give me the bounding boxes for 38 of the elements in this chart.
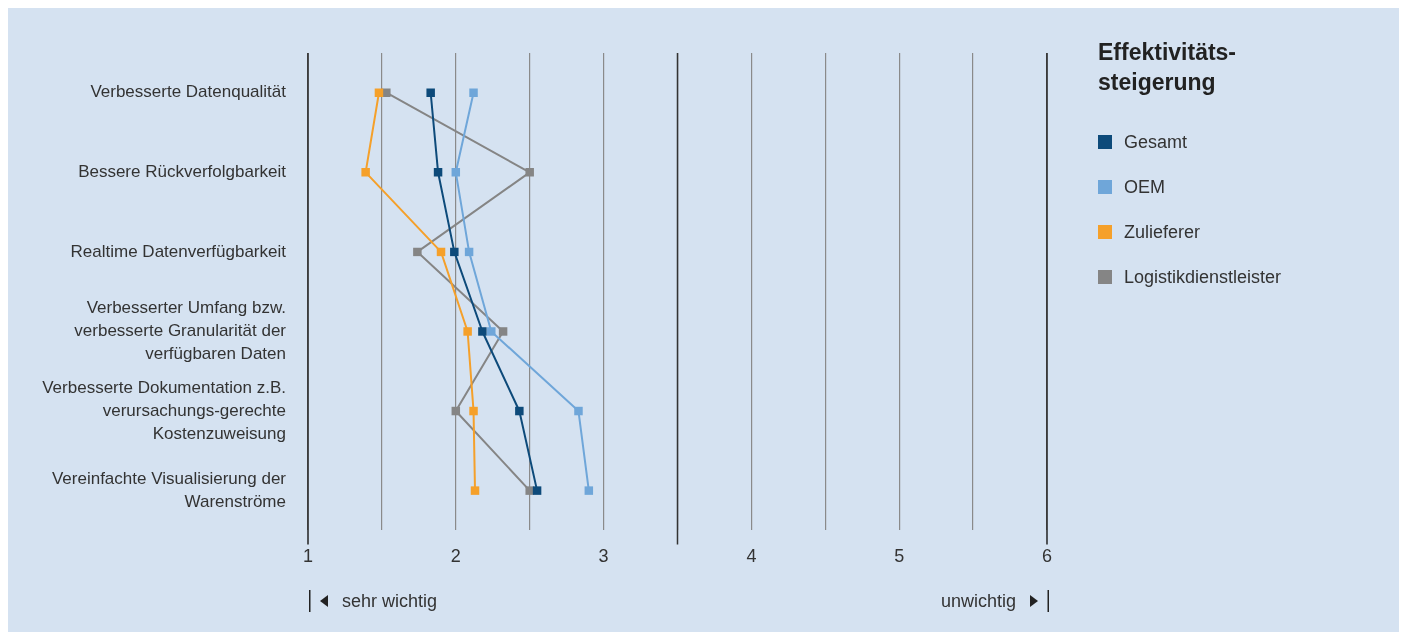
point xyxy=(463,327,472,336)
y-tick-label: Vereinfachte Visualisierung der Warenströme xyxy=(51,468,287,511)
x-tick-label: 4 xyxy=(746,546,757,567)
legend-title: Effektivitäts-steigerung xyxy=(1098,38,1238,97)
text: sehr wichtig xyxy=(342,590,438,612)
y-tick-label: Verbesserte Dokumentation z.B. verursachungs-gerechte Kostenzuweisung xyxy=(42,377,286,443)
point xyxy=(374,88,384,97)
point xyxy=(413,247,422,257)
point xyxy=(470,486,480,495)
point xyxy=(487,327,496,336)
point xyxy=(498,327,508,336)
point xyxy=(515,406,524,416)
x-tick-label: 3 xyxy=(598,546,609,567)
point xyxy=(450,247,459,257)
point xyxy=(361,168,370,177)
point xyxy=(469,406,478,416)
y-tick-label: Realtime Datenverfügbarkeit xyxy=(70,241,287,261)
point xyxy=(433,168,443,177)
y-tick-label: Verbesserte Datenqualität xyxy=(90,82,287,102)
point xyxy=(426,88,435,97)
legend-label: Gesamt xyxy=(1124,131,1188,153)
point xyxy=(574,406,583,416)
point xyxy=(478,327,487,336)
y-tick-label: Verbesserter Umfang bzw. verbesserte Granularität der verfügbaren Daten xyxy=(74,298,287,364)
legend-label: Logistikdienstleister xyxy=(1124,266,1282,288)
x-tick-label: 1 xyxy=(302,546,314,567)
x-tick-label: 6 xyxy=(1041,546,1052,567)
y-tick-label: Bessere Rückverfolgbarkeit xyxy=(78,162,287,181)
x-tick-label: 2 xyxy=(450,546,461,567)
legend-label: Zulieferer xyxy=(1124,221,1201,243)
text: unwichtig xyxy=(940,590,1016,612)
point xyxy=(532,486,542,495)
x-tick-label: 5 xyxy=(894,546,905,567)
point xyxy=(525,168,534,177)
point xyxy=(584,486,594,495)
point xyxy=(469,88,478,97)
legend-label: OEM xyxy=(1124,176,1166,198)
point xyxy=(451,168,461,177)
